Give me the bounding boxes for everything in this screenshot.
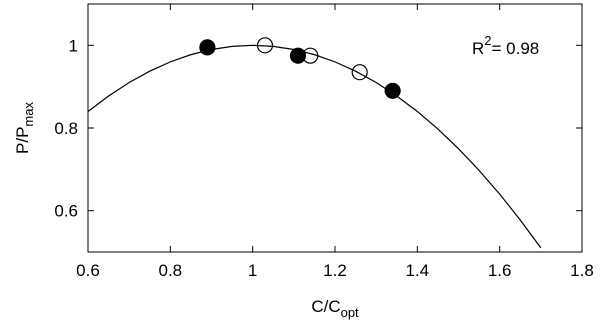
x-label-text: C/C bbox=[311, 297, 340, 316]
data-point bbox=[199, 39, 216, 56]
y-axis-label: P/Pmax bbox=[13, 102, 36, 154]
data-point bbox=[302, 47, 319, 64]
data-point bbox=[384, 82, 401, 99]
data-point bbox=[289, 47, 307, 64]
y-tick-label: 1 bbox=[69, 36, 78, 55]
fit-curve bbox=[87, 44, 542, 249]
x-tick-label: 1.8 bbox=[570, 261, 594, 280]
x-axis-label: C/Copt bbox=[311, 297, 359, 320]
data-point bbox=[256, 37, 274, 54]
y-tick-label: 0.6 bbox=[54, 202, 78, 221]
x-tick-label: 0.8 bbox=[159, 261, 183, 280]
x-tick-label: 0.6 bbox=[76, 261, 100, 280]
y-tick-label: 0.8 bbox=[54, 119, 78, 138]
annotation: R2= 0.98 bbox=[472, 33, 539, 58]
annotation-text: R bbox=[472, 39, 484, 58]
data-point bbox=[351, 64, 368, 81]
x-tick-label: 1.4 bbox=[406, 261, 430, 280]
annotation-rest: = 0.98 bbox=[492, 39, 540, 58]
x-tick-label: 1.2 bbox=[323, 261, 347, 280]
x-label-sub: opt bbox=[341, 305, 359, 320]
y-label-sub: max bbox=[21, 102, 36, 127]
annotation-sup: 2 bbox=[484, 33, 491, 48]
x-tick-label: 1 bbox=[248, 261, 257, 280]
x-tick-label: 1.6 bbox=[488, 261, 512, 280]
y-label-text: P/P bbox=[13, 127, 32, 154]
